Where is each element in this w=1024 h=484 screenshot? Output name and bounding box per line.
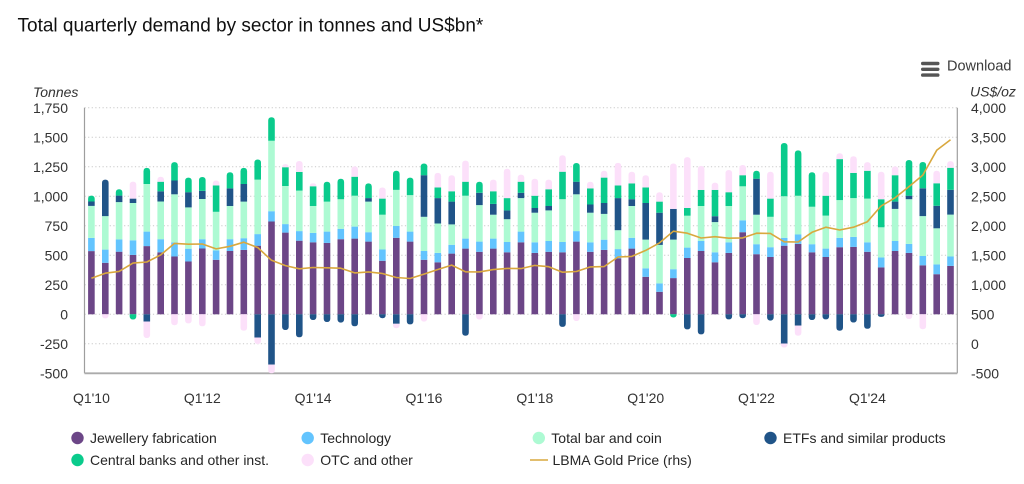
svg-text:Total quarterly demand by sect: Total quarterly demand by sector in tonn… — [18, 16, 484, 37]
svg-text:LBMA Gold Price (rhs): LBMA Gold Price (rhs) — [553, 452, 692, 468]
svg-text:1,000: 1,000 — [33, 188, 68, 204]
svg-text:Q1'10: Q1'10 — [73, 390, 110, 406]
svg-text:Tonnes: Tonnes — [33, 84, 78, 100]
svg-text:500: 500 — [971, 306, 995, 322]
svg-text:4,000: 4,000 — [971, 100, 1006, 116]
svg-text:2,500: 2,500 — [971, 188, 1006, 204]
svg-text:-500: -500 — [971, 365, 999, 381]
svg-text:0: 0 — [60, 306, 68, 322]
svg-text:Q1'14: Q1'14 — [295, 390, 332, 406]
svg-text:3,000: 3,000 — [971, 159, 1006, 175]
svg-text:ETFs and similar products: ETFs and similar products — [783, 430, 946, 446]
svg-text:Q1'18: Q1'18 — [516, 390, 553, 406]
svg-text:500: 500 — [45, 247, 69, 263]
svg-text:US$/oz: US$/oz — [970, 84, 1016, 100]
svg-text:750: 750 — [45, 218, 69, 234]
svg-text:0: 0 — [971, 336, 979, 352]
svg-text:-250: -250 — [40, 336, 68, 352]
svg-text:1,500: 1,500 — [33, 129, 68, 145]
svg-text:Q1'22: Q1'22 — [738, 390, 775, 406]
svg-text:Q1'24: Q1'24 — [849, 390, 886, 406]
svg-text:3,500: 3,500 — [971, 129, 1006, 145]
svg-text:Q1'12: Q1'12 — [184, 390, 221, 406]
svg-text:Jewellery fabrication: Jewellery fabrication — [90, 430, 217, 446]
svg-text:2,000: 2,000 — [971, 218, 1006, 234]
svg-text:1,250: 1,250 — [33, 159, 68, 175]
svg-text:Download: Download — [947, 59, 1012, 75]
svg-text:Total bar and coin: Total bar and coin — [551, 430, 662, 446]
svg-text:Central banks and other inst.: Central banks and other inst. — [90, 452, 269, 468]
svg-text:1,750: 1,750 — [33, 100, 68, 116]
svg-text:Q1'16: Q1'16 — [406, 390, 443, 406]
svg-text:1,000: 1,000 — [971, 277, 1006, 293]
svg-text:Q1'20: Q1'20 — [627, 390, 664, 406]
svg-text:Technology: Technology — [320, 430, 391, 446]
svg-text:-500: -500 — [40, 365, 68, 381]
svg-text:250: 250 — [45, 277, 69, 293]
svg-text:1,500: 1,500 — [971, 247, 1006, 263]
svg-text:OTC and other: OTC and other — [320, 452, 413, 468]
